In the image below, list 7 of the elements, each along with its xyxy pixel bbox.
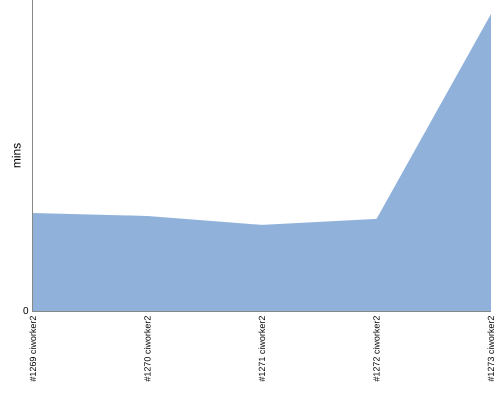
y-axis-title: mins xyxy=(9,142,24,168)
x-tick-label: #1271 ciworker2 xyxy=(256,316,267,382)
x-tick-label: #1272 ciworker2 xyxy=(371,316,382,382)
x-tick-label: #1273 ciworker2 xyxy=(486,316,496,382)
x-tick-label: #1269 ciworker2 xyxy=(28,316,38,382)
text: 0 xyxy=(23,306,29,317)
x-tick-label: #1270 ciworker2 xyxy=(142,316,152,382)
